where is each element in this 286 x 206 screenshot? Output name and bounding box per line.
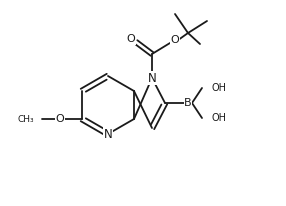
Text: OH: OH (212, 113, 227, 123)
Text: O: O (171, 35, 179, 45)
Text: O: O (127, 34, 135, 44)
Text: B: B (184, 98, 192, 108)
Text: N: N (104, 128, 112, 140)
Text: CH₃: CH₃ (17, 115, 34, 124)
Text: N: N (148, 71, 156, 84)
Text: OH: OH (212, 83, 227, 93)
Text: O: O (55, 114, 64, 124)
